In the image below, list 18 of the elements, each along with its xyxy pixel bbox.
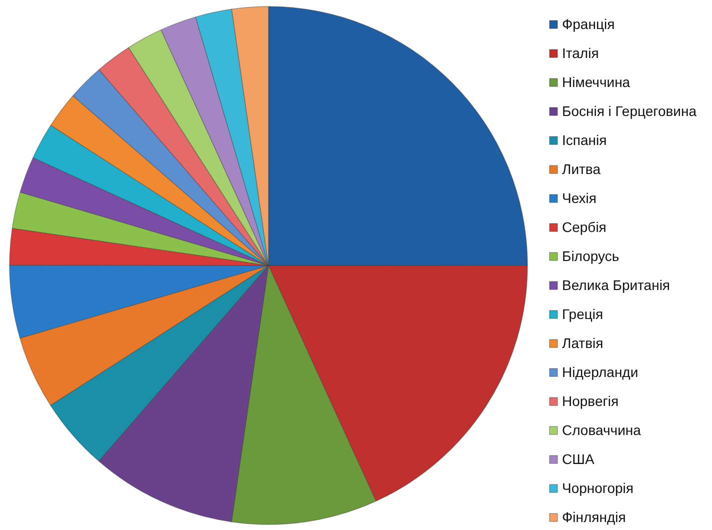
legend-label: Боснія і Герцеговина	[562, 102, 697, 119]
legend-label: Норвегія	[562, 392, 619, 409]
legend-label: Латвія	[562, 334, 604, 351]
legend-label: Білорусь	[562, 247, 620, 264]
legend-label: Франція	[562, 15, 615, 32]
legend-label: Італія	[562, 44, 599, 61]
legend-label: Чорногорія	[562, 479, 634, 496]
legend-label: Литва	[562, 160, 600, 177]
legend-label: Греція	[562, 305, 604, 322]
legend-label: Фінляндія	[562, 508, 626, 525]
legend-label: Німеччина	[562, 73, 630, 90]
legend-label: США	[562, 450, 594, 467]
legend-label: Велика Британія	[562, 276, 670, 293]
legend-label: Сербія	[562, 218, 606, 235]
legend-label: Чехія	[562, 189, 597, 206]
legend-label: Нідерланди	[562, 363, 638, 380]
legend-label: Іспанія	[562, 131, 607, 148]
legend-label: Словаччина	[562, 421, 641, 438]
